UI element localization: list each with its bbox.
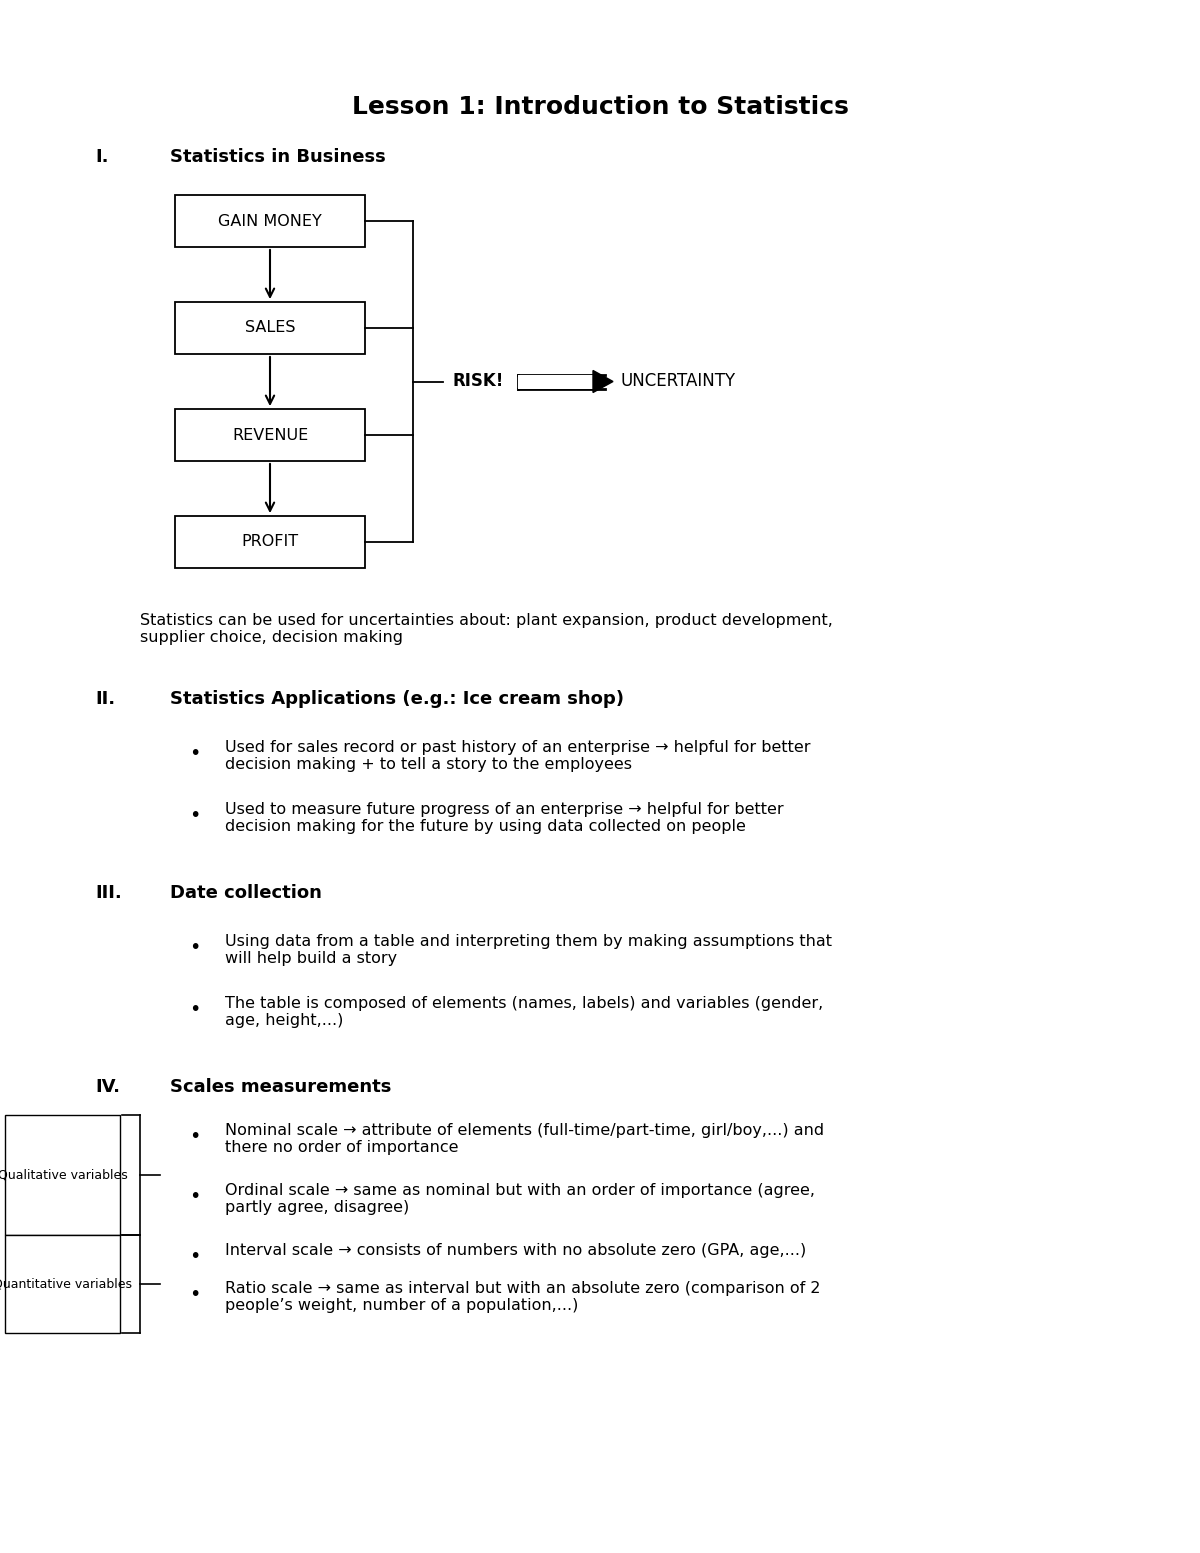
Text: Scales measurements: Scales measurements [170,1078,391,1096]
Text: Statistics in Business: Statistics in Business [170,148,385,166]
Text: Qualitative variables: Qualitative variables [0,1168,127,1182]
Text: IV.: IV. [95,1078,120,1096]
Text: Used to measure future progress of an enterprise → helpful for better
decision m: Used to measure future progress of an en… [226,801,784,834]
Text: Nominal scale → attribute of elements (full-time/part-time, girl/boy,...) and
th: Nominal scale → attribute of elements (f… [226,1123,824,1155]
Bar [5,1115,120,1235]
Text: GAIN MONEY: GAIN MONEY [218,213,322,228]
Text: Using data from a table and interpreting them by making assumptions that
will he: Using data from a table and interpreting… [226,933,832,966]
Text: I.: I. [95,148,108,166]
Text: Statistics Applications (e.g.: Ice cream shop): Statistics Applications (e.g.: Ice cream… [170,690,624,708]
Text: Interval scale → consists of numbers with no absolute zero (GPA, age,...): Interval scale → consists of numbers wit… [226,1242,806,1258]
Text: RISK!: RISK! [454,373,504,390]
Text: PROFIT: PROFIT [241,534,299,550]
Text: Ratio scale → same as interval but with an absolute zero (comparison of 2
people: Ratio scale → same as interval but with … [226,1281,821,1314]
Text: •: • [190,744,200,763]
Text: •: • [190,806,200,825]
Bar [175,516,365,568]
Bar [518,374,593,388]
Text: The table is composed of elements (names, labels) and variables (gender,
age, he: The table is composed of elements (names… [226,995,823,1028]
Bar [175,408,365,461]
Text: REVENUE: REVENUE [232,427,308,443]
Text: UNCERTAINTY: UNCERTAINTY [622,373,736,390]
Text: Date collection: Date collection [170,884,322,902]
Text: II.: II. [95,690,115,708]
Text: Lesson 1: Introduction to Statistics: Lesson 1: Introduction to Statistics [352,95,848,120]
Text: •: • [190,1247,200,1266]
Text: Statistics can be used for uncertainties about: plant expansion, product develop: Statistics can be used for uncertainties… [140,613,833,646]
Bar [175,301,365,354]
Bar [175,196,365,247]
Text: •: • [190,1127,200,1146]
Polygon shape [593,371,613,393]
Text: •: • [190,1186,200,1207]
Text: Ordinal scale → same as nominal but with an order of importance (agree,
partly a: Ordinal scale → same as nominal but with… [226,1183,815,1216]
Text: •: • [190,1284,200,1305]
Text: Used for sales record or past history of an enterprise → helpful for better
deci: Used for sales record or past history of… [226,739,810,772]
Text: •: • [190,1000,200,1019]
Text: SALES: SALES [245,320,295,335]
Bar [5,1235,120,1332]
Text: Quantitative variables: Quantitative variables [0,1278,132,1291]
Text: •: • [190,938,200,957]
Text: III.: III. [95,884,121,902]
